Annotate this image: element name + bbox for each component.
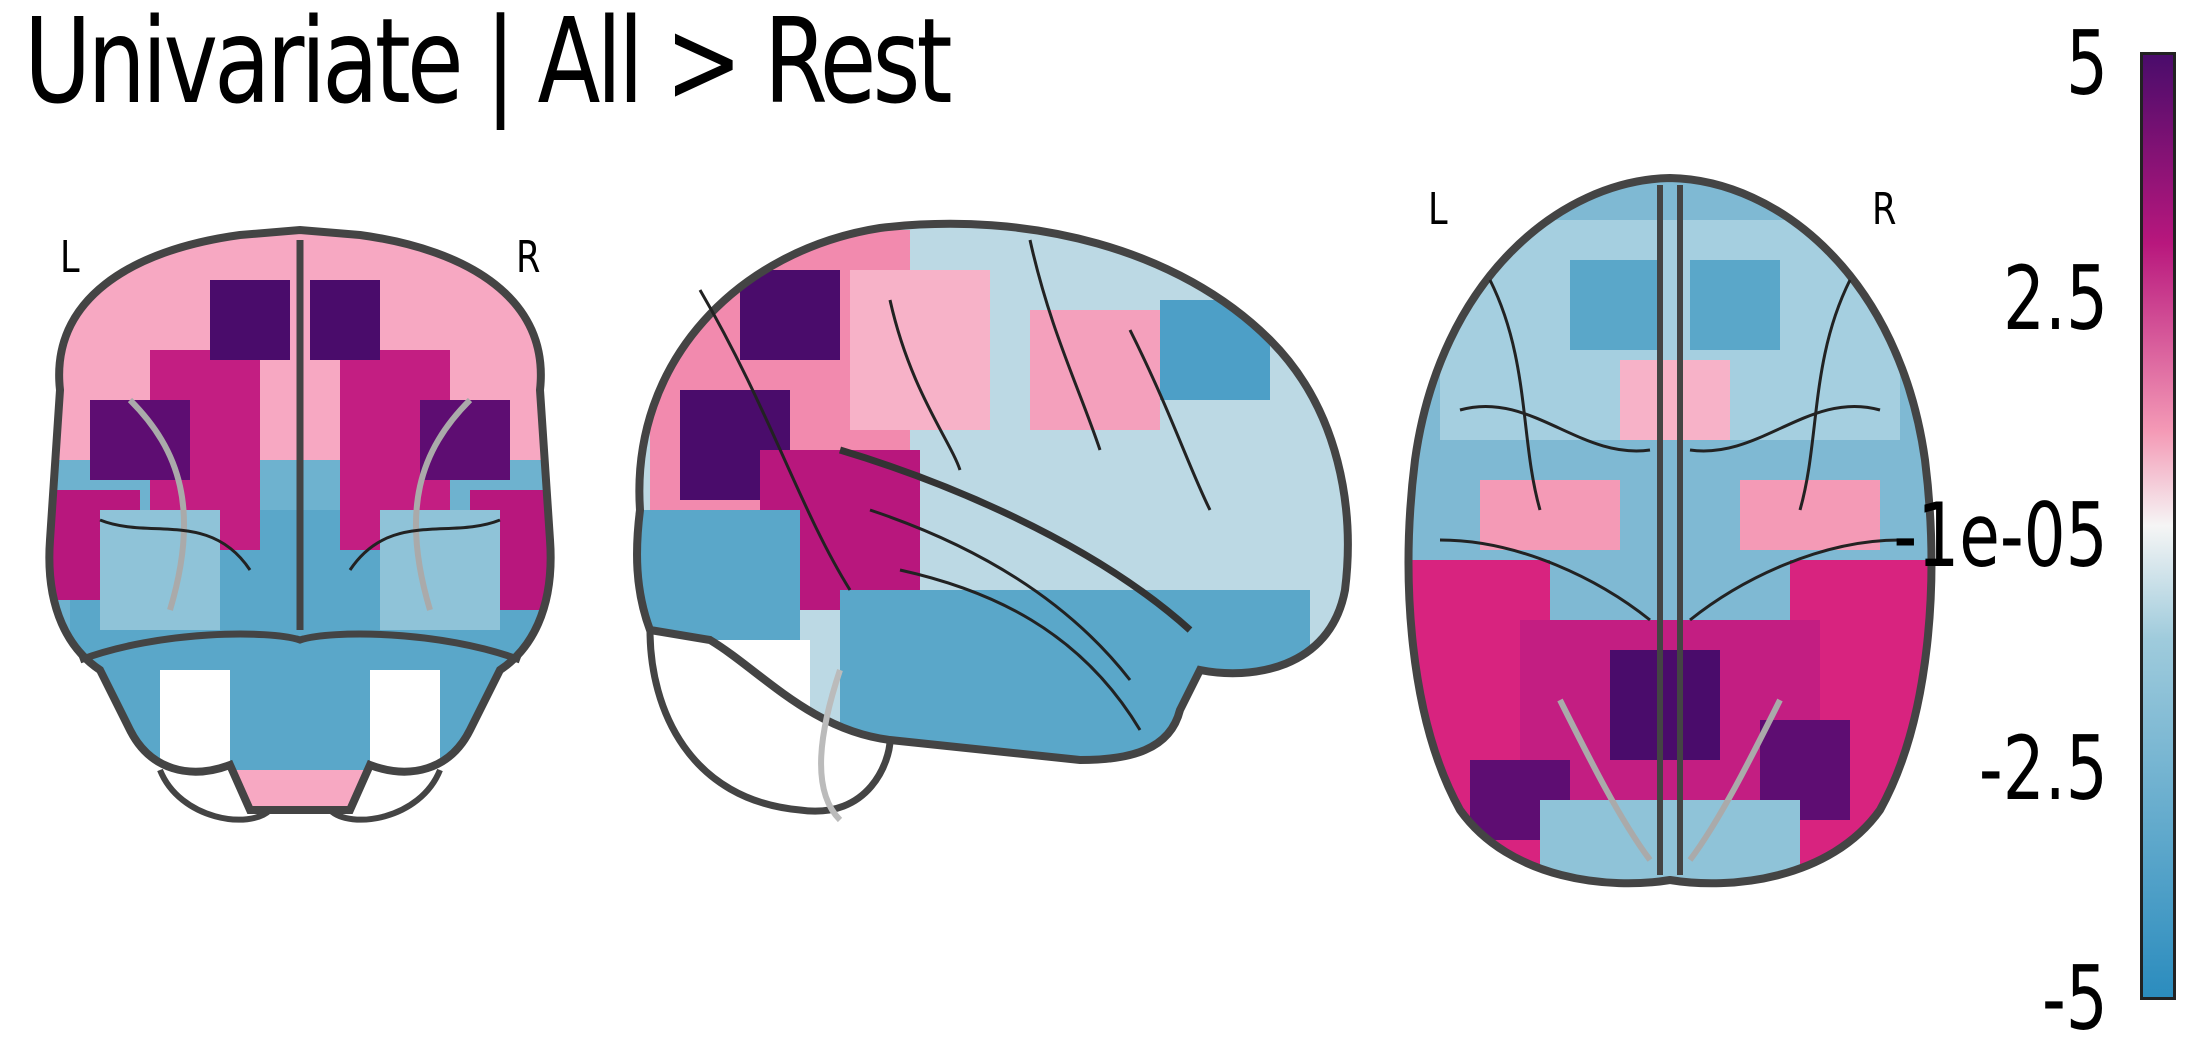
figure-title: Univariate | All > Rest [24, 0, 949, 130]
coronal-left-label: L [60, 232, 80, 283]
colorbar-tick-min: -5 [2042, 955, 2108, 1043]
coronal-brain-view [10, 210, 590, 850]
colorbar-tick-high: 2.5 [2003, 255, 2108, 343]
axial-left-label: L [1428, 184, 1448, 235]
colorbar-tick-max: 5 [2066, 20, 2108, 108]
axial-brain-view [1380, 160, 1960, 900]
sagittal-brain-view [610, 210, 1370, 850]
coronal-right-label: R [516, 232, 540, 283]
axial-right-label: R [1872, 184, 1896, 235]
colorbar-tick-zero: -1e-05 [1894, 492, 2108, 580]
colorbar [2140, 52, 2176, 1000]
colorbar-tick-low: -2.5 [1979, 725, 2108, 813]
